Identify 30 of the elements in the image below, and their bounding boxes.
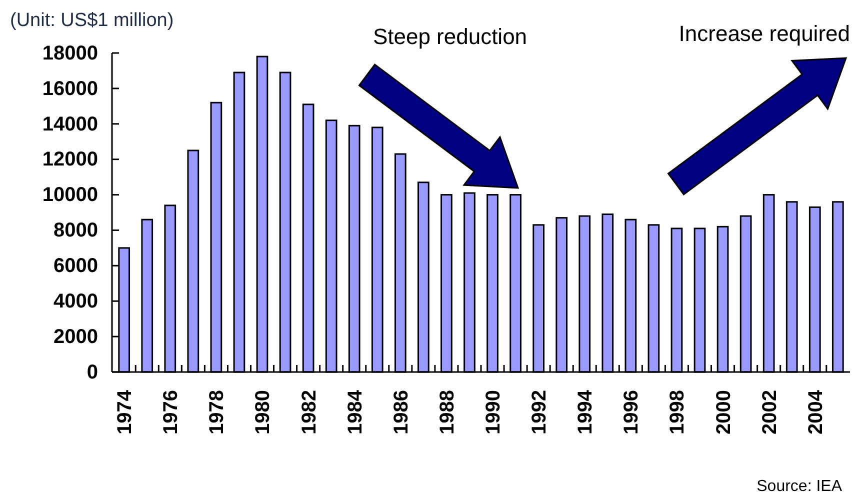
x-tick-label: 1998 xyxy=(666,390,689,434)
x-tick-label: 2002 xyxy=(758,390,781,434)
x-tick-label: 1982 xyxy=(298,390,320,434)
x-tick-label: 2004 xyxy=(804,389,827,434)
x-tick-label: 1974 xyxy=(114,389,136,434)
text: Steep reduction xyxy=(372,24,528,49)
y-tick-label: 18000 xyxy=(42,42,98,64)
y-tick-label: 10000 xyxy=(42,184,98,206)
x-tick-label: 1984 xyxy=(344,389,366,434)
y-tick-label: 2000 xyxy=(54,326,98,348)
x-tick-label: 1994 xyxy=(574,389,597,434)
source-note: Source: IEA xyxy=(756,478,842,495)
x-tick-label: 2000 xyxy=(712,390,735,434)
y-tick-label: 14000 xyxy=(42,113,98,136)
text: Increase required xyxy=(678,21,850,46)
y-tick-label: 6000 xyxy=(54,255,98,278)
x-tick-label: 1992 xyxy=(528,390,551,434)
y-tick-label: 16000 xyxy=(42,78,98,100)
x-tick-label: 1980 xyxy=(252,390,274,434)
x-tick-label: 1990 xyxy=(482,390,505,434)
x-tick-label: 1986 xyxy=(390,390,412,434)
x-tick-label: 1988 xyxy=(436,390,458,434)
x-tick-label: 1978 xyxy=(206,390,228,434)
y-tick-label: 4000 xyxy=(54,290,98,313)
y-tick-label: 8000 xyxy=(54,220,98,242)
y-axis-title: (Unit: US$1 million) xyxy=(10,10,174,31)
y-tick-label: 0 xyxy=(86,361,98,384)
y-tick-label: 12000 xyxy=(42,148,98,171)
x-tick-label: 1996 xyxy=(620,390,643,434)
x-tick-label: 1976 xyxy=(160,390,182,434)
